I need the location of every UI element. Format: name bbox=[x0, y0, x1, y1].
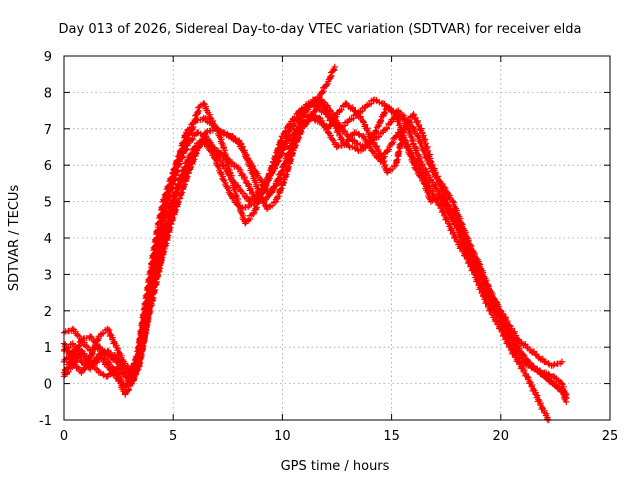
y-tick-label: 5 bbox=[44, 196, 52, 211]
data-point bbox=[331, 121, 339, 129]
y-tick-label: 4 bbox=[44, 232, 52, 247]
x-tick-label: 15 bbox=[383, 429, 400, 444]
y-tick-label: 9 bbox=[44, 50, 52, 65]
y-tick-label: 8 bbox=[44, 86, 52, 101]
x-tick-label: 5 bbox=[169, 429, 177, 444]
y-tick-label: 0 bbox=[44, 378, 52, 393]
x-tick-label: 20 bbox=[493, 429, 510, 444]
data-points bbox=[60, 63, 570, 424]
x-tick-label: 10 bbox=[274, 429, 291, 444]
series-track-6 bbox=[60, 111, 570, 402]
y-axis-label: SDTVAR / TECUs bbox=[7, 185, 22, 292]
y-tick-label: 6 bbox=[44, 159, 52, 174]
y-tick-label: -1 bbox=[39, 414, 52, 429]
chart-title: Day 013 of 2026, Sidereal Day-to-day VTE… bbox=[59, 22, 582, 37]
y-tick-label: 3 bbox=[44, 268, 52, 283]
x-tick-label: 0 bbox=[60, 429, 68, 444]
data-marker-trail bbox=[61, 111, 570, 401]
x-axis-label: GPS time / hours bbox=[281, 459, 390, 474]
x-tick-label: 25 bbox=[602, 429, 619, 444]
y-tick-label: 7 bbox=[44, 123, 52, 138]
plot-frame bbox=[63, 55, 611, 421]
y-tick-label: 2 bbox=[44, 305, 52, 320]
y-tick-label: 1 bbox=[44, 341, 52, 356]
